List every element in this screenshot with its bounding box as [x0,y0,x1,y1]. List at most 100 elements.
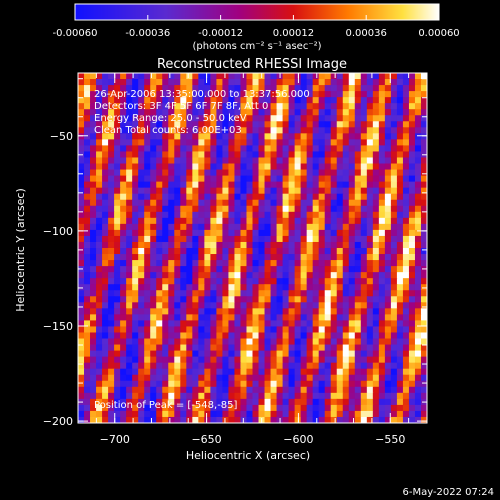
heatmap-cell [132,416,139,423]
heatmap-cell [108,320,115,328]
heatmap-cell [168,356,175,364]
heatmap-cell [354,380,362,388]
heatmap-cell [126,115,133,122]
heatmap-cell [132,223,139,231]
heatmap-cell [246,133,254,140]
heatmap-cell [192,416,199,423]
heatmap-cell [300,374,308,382]
heatmap-cell [240,272,248,279]
heatmap-cell [78,109,85,116]
heatmap-cell [312,157,320,165]
heatmap-cell [204,308,211,315]
heatmap-cell [348,241,356,249]
heatmap-cell [138,260,145,267]
heatmap-cell [132,314,139,322]
heatmap-cell [168,284,175,291]
heatmap-cell [312,356,320,364]
heatmap-cell [336,223,344,231]
heatmap-cell [360,109,368,116]
x-tick-labels: −700 −650 −600 −550 [100,433,406,446]
heatmap-cell [162,241,169,249]
heatmap-cell [126,79,133,86]
heatmap-cell [180,97,187,104]
heatmap-cell [300,362,308,370]
heatmap-cell [216,163,224,171]
heatmap-cell [150,103,157,110]
heatmap-cell [126,416,133,423]
heatmap-cell [90,199,97,207]
heatmap-cell [342,380,350,388]
heatmap-cell [78,260,85,267]
heatmap-cell [138,109,145,116]
heatmap-cell [162,163,169,171]
heatmap-cell [90,133,97,140]
heatmap-cell [84,278,91,285]
heatmap-cell [396,211,404,219]
heatmap-cell [132,211,139,219]
heatmap-cell [372,326,380,334]
heatmap-cell [132,392,139,400]
heatmap-cell [354,260,362,267]
heatmap-cell [144,73,151,80]
heatmap-cell [390,85,398,92]
heatmap-cell [156,278,163,285]
heatmap-cell [126,374,133,382]
heatmap-cell [420,217,427,225]
heatmap-cell [390,332,398,340]
heatmap-cell [210,115,217,122]
heatmap-cell [84,416,91,423]
heatmap-cell [240,187,248,195]
heatmap-cell [234,344,242,352]
heatmap-cell [198,302,205,309]
heatmap-cell [306,284,314,291]
heatmap-cell [354,374,362,382]
heatmap-cell [330,79,338,86]
heatmap-cell [336,217,344,225]
heatmap-cell [402,121,410,128]
heatmap-cell [288,326,296,334]
heatmap-cell [126,103,133,110]
heatmap-cell [180,79,187,86]
heatmap-cell [354,187,362,195]
heatmap-cell [252,350,260,358]
heatmap-cell [258,380,266,388]
heatmap-cell [408,133,416,140]
heatmap-cell [342,175,350,183]
heatmap-cell [204,362,211,370]
heatmap-cell [354,199,362,207]
heatmap-cell [120,362,127,370]
heatmap-cell [378,314,386,322]
heatmap-cell [150,368,157,376]
heatmap-cell [306,217,314,225]
heatmap-cell [354,308,362,315]
heatmap-cell [192,97,199,104]
heatmap-cell [120,241,127,249]
heatmap-cell [180,157,187,165]
heatmap-cell [126,284,133,291]
heatmap-cell [276,290,284,297]
heatmap-cell [168,368,175,376]
heatmap-cell [336,85,344,92]
heatmap-cell [246,151,254,159]
heatmap-cell [174,145,181,153]
x-tick-label: −700 [100,433,130,446]
heatmap-cell [384,211,392,219]
heatmap-cell [240,326,248,334]
heatmap-cell [114,290,121,297]
heatmap-cell [108,278,115,285]
heatmap-cell [390,217,398,225]
heatmap-cell [168,344,175,352]
heatmap-cell [294,332,302,340]
heatmap-cell [282,278,290,285]
heatmap-cell [228,398,236,406]
heatmap-cell [126,356,133,364]
heatmap-cell [372,404,380,412]
heatmap-cell [96,91,103,98]
heatmap-cell [414,416,422,423]
heatmap-cell [324,254,332,261]
heatmap-cell [360,374,368,382]
heatmap-cell [330,187,338,195]
heatmap-cell [402,266,410,273]
heatmap-cell [210,386,217,394]
heatmap-cell [144,127,151,134]
